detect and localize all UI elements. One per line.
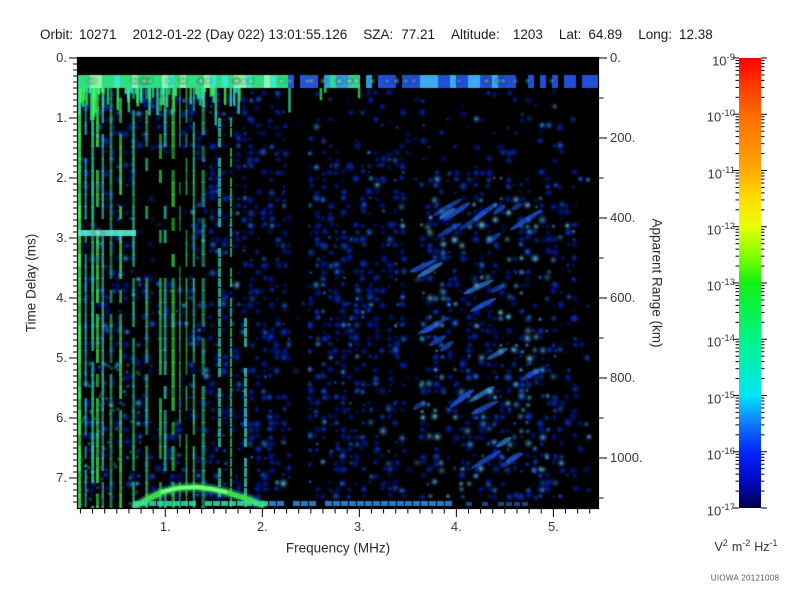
y-tick-label: 0. [56,50,67,65]
colorbar-gradient [739,58,761,508]
unit-v: V [714,540,723,555]
header-field: 2012-01-22 (Day 022) 13:01:55.126 [132,27,348,42]
spectrogram-canvas [78,58,598,508]
colorbar-unit-label: V2 m-2 Hz-1 [714,538,777,554]
header-field: SZA: [363,27,394,42]
header-field: 64.89 [588,27,623,42]
y-tick-label: 4. [56,290,67,305]
unit-m-exp: -2 [742,537,751,548]
right-tick-label: 1000. [610,450,643,465]
y-tick-label: 6. [56,410,67,425]
x-axis-label: Frequency (MHz) [285,540,391,556]
colorbar-tick-label: 10-17 [706,502,735,519]
unit-hz: Hz [754,540,770,555]
y-tick-label: 1. [56,110,67,125]
right-tick-label: 800. [610,370,636,385]
colorbar-tick-label: 10-13 [706,277,735,294]
colorbar-tick-label: 10-11 [707,164,736,181]
colorbar-tick-label: 10-12 [706,220,735,238]
x-tick-label: 4. [450,519,462,534]
header-field: 10271 [79,27,117,42]
header-metadata: Orbit: 10271 2012-01-22 (Day 022) 13:01:55… [40,27,713,42]
x-tick-label: 2. [256,519,268,534]
header-field: 77.21 [401,27,436,42]
right-tick-label: 600. [610,290,636,305]
header-field: 1203 [512,27,543,42]
y-axis-label-right: Apparent Range (km) [649,218,665,348]
header-field: Lat: [558,27,582,42]
right-tick-label: 0. [610,50,621,65]
colorbar-tick-label: 10-9 [712,52,735,69]
y-axis-label-left: Time Delay (ms) [23,233,39,333]
unit-m: m [731,540,743,555]
x-tick-label: 3. [353,519,365,534]
colorbar-tick-label: 10-15 [706,389,735,406]
y-tick-label: 5. [56,350,67,365]
right-tick-label: 200. [610,130,636,145]
colorbar-tick-label: 10-16 [706,445,735,463]
header-field: Long: [638,27,672,42]
y-tick-label: 3. [56,230,67,245]
y-tick-label: 2. [56,170,67,185]
right-tick-label: 400. [610,210,636,225]
watermark: UIOWA 20121008 [710,573,780,583]
header-field: Orbit: [40,27,74,42]
unit-hz-exp: -1 [769,537,778,548]
x-tick-label: 1. [159,519,171,534]
x-tick-label: 5. [547,519,559,534]
unit-v-exp: 2 [722,537,728,548]
header-field: Altitude: [451,27,500,42]
header-field: 12.38 [678,27,713,42]
colorbar-tick-label: 10-14 [706,333,735,350]
y-tick-label: 7. [56,470,67,485]
colorbar-tick-label: 10-10 [706,108,735,125]
